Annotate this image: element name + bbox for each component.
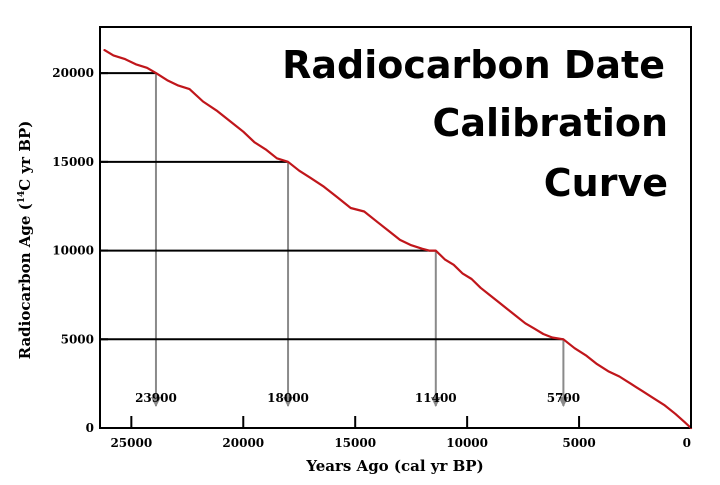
x-tick-label-3: 10000 [446,436,488,450]
annotation-label-2: 11400 [415,391,457,405]
annotation-label-3: 5700 [547,391,580,405]
y-axis-ticks: 0 5000 10000 15000 20000 [52,66,108,435]
x-tick-label-2: 15000 [334,436,376,450]
y-axis-label-superscript: 14 [17,191,27,204]
guide-lines [100,72,569,407]
x-tick-label-1: 20000 [222,436,264,450]
y-axis-label: Radiocarbon Age (14C yr BP) [16,121,34,360]
plot-frame [99,26,692,429]
annotation-label-0: 23900 [135,391,177,405]
y-tick-label-2: 10000 [52,244,94,258]
calibration-curve-line-0 [103,49,693,430]
y-tick-label-4: 20000 [52,66,94,80]
x-tick-label-0: 25000 [110,436,152,450]
x-axis-ticks: 25000 20000 15000 10000 5000 0 [110,416,692,450]
y-axis-label-rest: C yr BP) [16,121,34,191]
y-tick-label-1: 5000 [61,332,94,346]
calibration-curve-group [103,49,693,430]
annotation-labels: 23900 18000 11400 5700 [135,391,580,405]
annotation-label-1: 18000 [267,391,309,405]
chart-title-line-2: Calibration [432,101,668,145]
y-tick-label-0: 0 [86,421,94,435]
y-tick-label-3: 15000 [52,155,94,169]
x-axis-label: Years Ago (cal yr BP) [305,457,483,475]
x-tick-label-5: 0 [683,436,691,450]
y-axis-label-main: Radiocarbon Age ( [16,203,34,359]
x-tick-label-4: 5000 [562,436,595,450]
chart-title-line-3: Curve [544,161,668,205]
chart-title-line-1: Radiocarbon Date [282,43,665,87]
